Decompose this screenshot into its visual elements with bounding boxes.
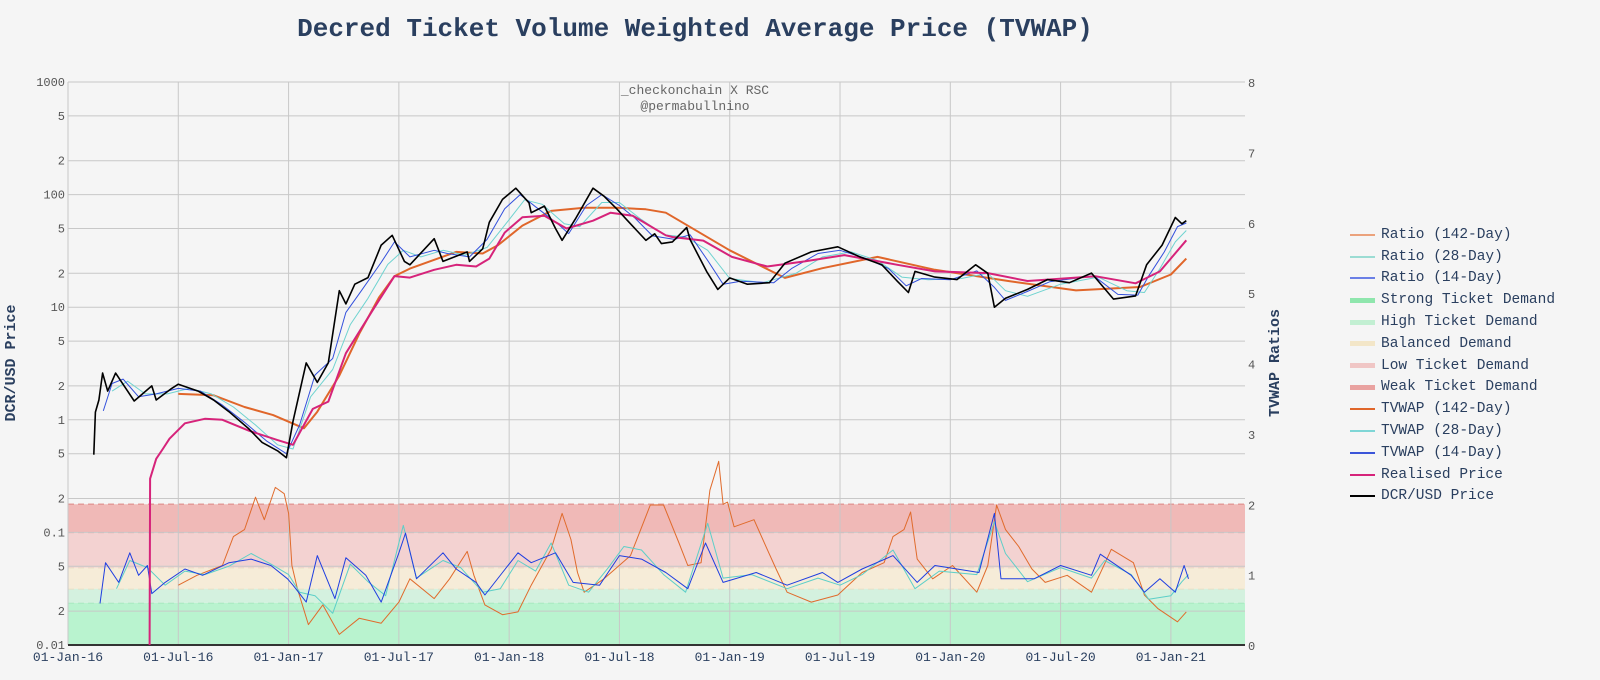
series-realised-price — [148, 211, 1188, 646]
legend-item-balanced-demand[interactable]: Balanced Demand — [1350, 333, 1555, 355]
legend-band-swatch-icon — [1350, 384, 1375, 390]
legend-item-dcr-usd-price[interactable]: DCR/USD Price — [1350, 486, 1555, 508]
y2-tick-label: 1 — [1248, 570, 1255, 584]
series-ratio-28-day — [116, 521, 1189, 614]
legend-band-swatch-icon — [1350, 319, 1375, 325]
series-tvwap-14-day — [102, 194, 1187, 455]
y-tick-label: 5 — [58, 222, 65, 236]
x-tick-label: 01-Jul-17 — [364, 650, 434, 665]
series-dcr-usd-price — [93, 187, 1187, 459]
legend-label: Ratio (142-Day) — [1381, 226, 1512, 243]
legend-label: Ratio (14-Day) — [1381, 270, 1503, 287]
legend-item-realised-price[interactable]: Realised Price — [1350, 464, 1555, 486]
series-tvwap-142-day — [178, 206, 1188, 430]
x-tick-label: 01-Jul-19 — [805, 650, 875, 665]
legend-item-tvwap-14-day[interactable]: TVWAP (14-Day) — [1350, 442, 1555, 464]
y2-tick-label: 4 — [1248, 359, 1255, 373]
y-tick-label: 5 — [58, 110, 65, 124]
band-low-ticket-demand — [68, 532, 1245, 568]
legend-item-ratio-28-day[interactable]: Ratio (28-Day) — [1350, 246, 1555, 268]
chart-title: Decred Ticket Volume Weighted Average Pr… — [297, 14, 1093, 44]
x-tick-label: 01-Jan-17 — [253, 650, 323, 665]
legend-item-low-ticket-demand[interactable]: Low Ticket Demand — [1350, 355, 1555, 377]
y2-tick-label: 5 — [1248, 288, 1255, 302]
y2-tick-label: 8 — [1248, 77, 1255, 91]
legend-band-swatch-icon — [1350, 363, 1375, 369]
legend-label: TVWAP (142-Day) — [1381, 401, 1512, 418]
y2-tick-label: 6 — [1248, 218, 1255, 232]
y2-tick-label: 2 — [1248, 499, 1255, 513]
y2-axis-title: TVWAP Ratios — [1267, 309, 1284, 417]
x-tick-label: 01-Jan-19 — [695, 650, 765, 665]
legend-label: High Ticket Demand — [1381, 314, 1538, 331]
legend-label: Low Ticket Demand — [1381, 357, 1529, 374]
x-tick-label: 01-Jan-20 — [915, 650, 985, 665]
x-tick-label: 01-Jul-20 — [1025, 650, 1095, 665]
legend-label: Ratio (28-Day) — [1381, 248, 1503, 265]
legend-band-swatch-icon — [1350, 297, 1375, 303]
y-tick-label: 2 — [58, 380, 65, 394]
legend-item-weak-ticket-demand[interactable]: Weak Ticket Demand — [1350, 377, 1555, 399]
y-tick-label: 2 — [58, 605, 65, 619]
y-tick-label: 5 — [58, 335, 65, 349]
legend-item-tvwap-28-day[interactable]: TVWAP (28-Day) — [1350, 420, 1555, 442]
legend: Ratio (142-Day) Ratio (28-Day) Ratio (14-D… — [1350, 224, 1555, 507]
y2-tick-label: 7 — [1248, 147, 1255, 161]
legend-label: Realised Price — [1381, 466, 1503, 483]
legend-line-swatch-icon — [1350, 451, 1375, 454]
y-tick-label: 0.01 — [36, 639, 65, 653]
legend-label: TVWAP (14-Day) — [1381, 444, 1503, 461]
y-tick-label: 1000 — [36, 76, 65, 90]
x-tick-label: 01-Jul-16 — [143, 650, 213, 665]
y-tick-label: 2 — [58, 493, 65, 507]
legend-item-high-ticket-demand[interactable]: High Ticket Demand — [1350, 311, 1555, 333]
legend-line-swatch-icon — [1350, 430, 1375, 433]
y-tick-label: 10 — [51, 301, 65, 315]
y-tick-label: 2 — [58, 267, 65, 281]
x-tick-label: 01-Jul-18 — [584, 650, 654, 665]
annotation-line-2: @permabullnino — [640, 99, 749, 114]
legend-label: Strong Ticket Demand — [1381, 292, 1556, 309]
legend-band-swatch-icon — [1350, 341, 1375, 347]
legend-item-ratio-14-day[interactable]: Ratio (14-Day) — [1350, 268, 1555, 290]
legend-item-ratio-142-day[interactable]: Ratio (142-Day) — [1350, 224, 1555, 246]
legend-label: DCR/USD Price — [1381, 488, 1495, 505]
y-tick-label: 100 — [43, 189, 65, 203]
y-tick-label: 5 — [58, 448, 65, 462]
series-ratio-14-day — [99, 512, 1189, 604]
legend-line-swatch-icon — [1350, 408, 1375, 411]
x-tick-label: 01-Jan-18 — [474, 650, 544, 665]
legend-label: Balanced Demand — [1381, 335, 1512, 352]
legend-line-swatch-icon — [1350, 233, 1375, 236]
legend-item-tvwap-142-day[interactable]: TVWAP (142-Day) — [1350, 398, 1555, 420]
band-strong-ticket-demand — [68, 602, 1245, 645]
y-tick-label: 2 — [58, 155, 65, 169]
legend-line-swatch-icon — [1350, 473, 1375, 476]
annotation-line-1: _checkonchain X RSC — [620, 83, 769, 98]
legend-item-strong-ticket-demand[interactable]: Strong Ticket Demand — [1350, 289, 1555, 311]
series-ratio-142-day — [178, 460, 1187, 635]
y-axis-title: DCR/USD Price — [3, 304, 20, 421]
legend-label: Weak Ticket Demand — [1381, 379, 1538, 396]
band-high-ticket-demand — [68, 588, 1245, 603]
legend-line-swatch-icon — [1350, 255, 1375, 258]
series-tvwap-28-day — [111, 199, 1187, 450]
legend-label: TVWAP (28-Day) — [1381, 423, 1503, 440]
legend-line-swatch-icon — [1350, 495, 1375, 498]
y-tick-label: 5 — [58, 560, 65, 574]
legend-line-swatch-icon — [1350, 277, 1375, 280]
x-tick-label: 01-Jan-16 — [33, 650, 103, 665]
y-tick-label: 1 — [58, 414, 65, 428]
x-tick-label: 01-Jan-21 — [1136, 650, 1206, 665]
y-tick-label: 0.1 — [43, 526, 65, 540]
y2-tick-label: 3 — [1248, 429, 1255, 443]
y2-tick-label: 0 — [1248, 640, 1255, 654]
